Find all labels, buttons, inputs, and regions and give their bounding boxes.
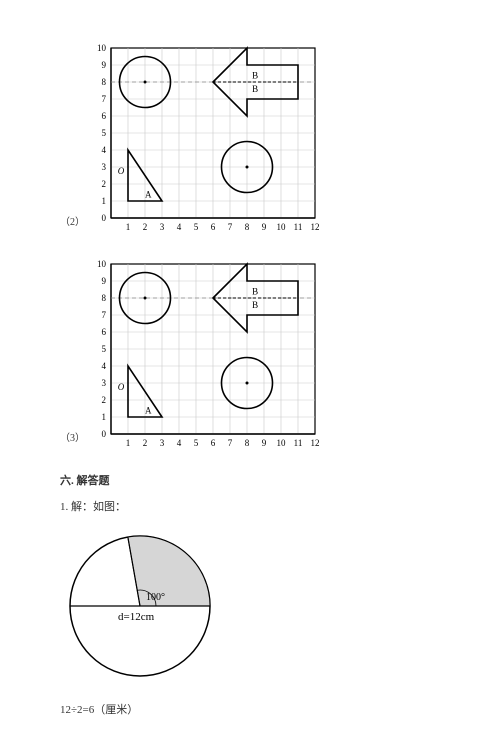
circle-diagram-svg: 100° d=12cm xyxy=(60,526,220,686)
svg-text:O: O xyxy=(118,382,125,392)
svg-text:11: 11 xyxy=(294,438,303,448)
figure-3: （3） 123456789101112012345678910OABB xyxy=(60,256,440,452)
svg-text:A: A xyxy=(145,406,152,416)
svg-text:0: 0 xyxy=(102,429,107,439)
svg-text:2: 2 xyxy=(102,395,107,405)
svg-text:A: A xyxy=(145,190,152,200)
svg-text:10: 10 xyxy=(277,438,287,448)
svg-text:B: B xyxy=(252,287,258,297)
svg-text:9: 9 xyxy=(262,222,267,232)
svg-text:9: 9 xyxy=(102,60,107,70)
svg-text:7: 7 xyxy=(228,438,233,448)
svg-text:7: 7 xyxy=(102,94,107,104)
circle-diagram: 100° d=12cm xyxy=(60,526,440,689)
svg-text:11: 11 xyxy=(294,222,303,232)
svg-text:6: 6 xyxy=(102,327,107,337)
svg-text:3: 3 xyxy=(160,438,165,448)
svg-text:12: 12 xyxy=(311,222,320,232)
svg-text:1: 1 xyxy=(102,412,107,422)
svg-text:6: 6 xyxy=(211,438,216,448)
figure-3-label: （3） xyxy=(60,429,85,444)
figure-2-svg: 123456789101112012345678910OABB xyxy=(91,40,327,236)
svg-text:2: 2 xyxy=(102,179,107,189)
svg-text:2: 2 xyxy=(143,438,148,448)
svg-text:B: B xyxy=(252,84,258,94)
figure-3-svg: 123456789101112012345678910OABB xyxy=(91,256,327,452)
svg-text:0: 0 xyxy=(102,213,107,223)
svg-text:O: O xyxy=(118,166,125,176)
svg-text:6: 6 xyxy=(102,111,107,121)
figure-2-label: （2） xyxy=(60,213,85,228)
svg-text:1: 1 xyxy=(102,196,107,206)
svg-text:1: 1 xyxy=(126,438,131,448)
svg-text:8: 8 xyxy=(102,293,107,303)
svg-text:3: 3 xyxy=(102,378,107,388)
svg-text:B: B xyxy=(252,300,258,310)
svg-text:4: 4 xyxy=(177,222,182,232)
svg-text:5: 5 xyxy=(102,344,107,354)
svg-text:9: 9 xyxy=(102,276,107,286)
q1-heading: 1. 解：如图： xyxy=(60,498,440,514)
svg-text:8: 8 xyxy=(102,77,107,87)
svg-text:4: 4 xyxy=(102,145,107,155)
svg-text:10: 10 xyxy=(97,259,107,269)
svg-text:d=12cm: d=12cm xyxy=(118,611,155,623)
svg-text:B: B xyxy=(252,71,258,81)
svg-text:7: 7 xyxy=(228,222,233,232)
svg-text:8: 8 xyxy=(245,438,250,448)
figure-2: （2） 123456789101112012345678910OABB xyxy=(60,40,440,236)
svg-text:4: 4 xyxy=(177,438,182,448)
svg-text:4: 4 xyxy=(102,361,107,371)
svg-text:6: 6 xyxy=(211,222,216,232)
svg-text:10: 10 xyxy=(277,222,287,232)
svg-text:2: 2 xyxy=(143,222,148,232)
svg-text:3: 3 xyxy=(102,162,107,172)
svg-text:9: 9 xyxy=(262,438,267,448)
section-6-title: 六. 解答题 xyxy=(60,472,440,488)
svg-text:7: 7 xyxy=(102,310,107,320)
svg-text:5: 5 xyxy=(194,222,199,232)
svg-text:8: 8 xyxy=(245,222,250,232)
svg-text:10: 10 xyxy=(97,43,107,53)
svg-text:5: 5 xyxy=(194,438,199,448)
svg-text:1: 1 xyxy=(126,222,131,232)
q1-line-1: 12÷2=6（厘米） xyxy=(60,701,440,717)
svg-text:5: 5 xyxy=(102,128,107,138)
svg-text:100°: 100° xyxy=(146,592,165,603)
svg-text:12: 12 xyxy=(311,438,320,448)
svg-text:3: 3 xyxy=(160,222,165,232)
